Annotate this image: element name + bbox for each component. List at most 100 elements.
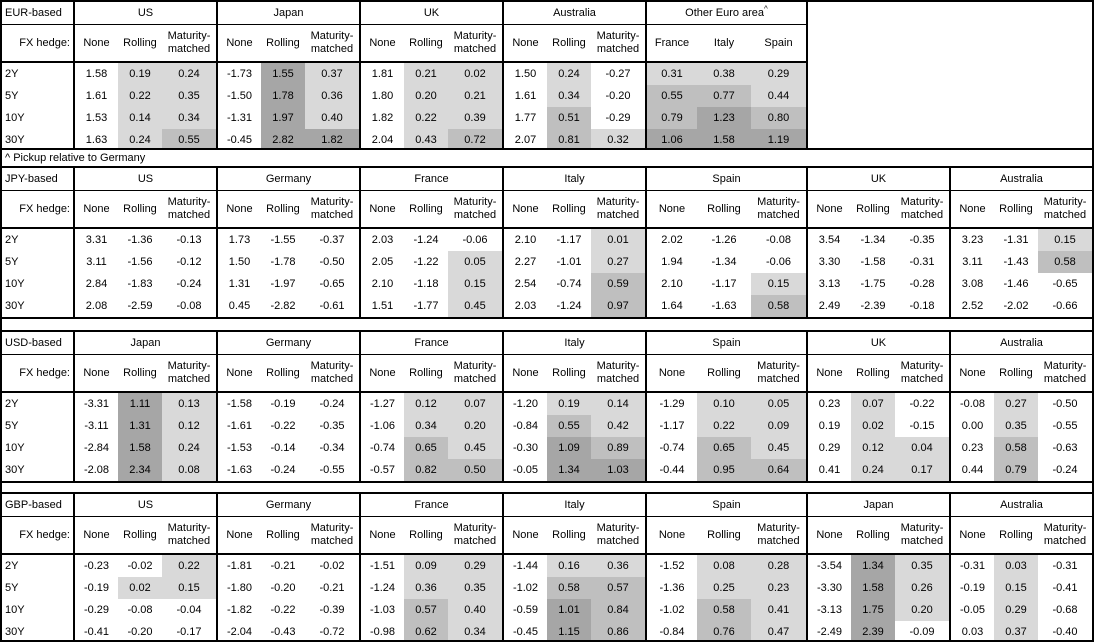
value-cell: 1.34	[851, 554, 895, 577]
hedge-type-header-cell: Rolling	[994, 190, 1038, 229]
value-cell: -0.24	[261, 459, 305, 482]
hedge-type-header-cell: None	[645, 354, 697, 393]
country-column-header-cell: France	[645, 24, 697, 63]
value-cell: 0.51	[547, 107, 591, 129]
hedge-type-header-cell: Rolling	[118, 516, 162, 555]
value-cell: 0.23	[949, 437, 994, 459]
tenor-label-cell: 2Y	[1, 392, 75, 415]
value-cell: 0.39	[448, 107, 503, 129]
value-cell: 0.40	[448, 599, 503, 621]
value-cell: 0.34	[162, 107, 217, 129]
value-cell: -0.50	[1038, 392, 1093, 415]
value-cell: 0.22	[118, 85, 162, 107]
hedge-type-header-cell: Rolling	[404, 190, 448, 229]
hedge-type-header-cell: None	[359, 516, 404, 555]
value-cell: 3.08	[949, 273, 994, 295]
value-cell: -1.29	[645, 392, 697, 415]
value-cell: 1.01	[547, 599, 591, 621]
value-cell: 2.08	[73, 295, 118, 318]
value-cell: 0.13	[162, 392, 217, 415]
hedge-type-header-cell: Rolling	[118, 190, 162, 229]
hedge-type-header-cell: Rolling	[994, 516, 1038, 555]
sheet-border-right	[1092, 0, 1094, 642]
hedge-type-header-cell: None	[949, 516, 994, 555]
table-jpy-based: JPY-based US Germany France Italy Spain UK Aust…	[0, 166, 1094, 319]
value-cell: 3.30	[806, 251, 851, 273]
value-cell: -1.44	[502, 554, 547, 577]
value-cell: 0.20	[404, 85, 448, 107]
value-cell: 1.73	[216, 228, 261, 251]
value-cell: 0.65	[697, 437, 751, 459]
country-header-cell: Japan	[216, 1, 360, 25]
value-cell: 1.19	[751, 129, 807, 152]
value-cell: -2.82	[261, 295, 305, 318]
value-cell: -0.84	[502, 415, 547, 437]
value-cell: 2.49	[806, 295, 851, 318]
hedge-type-header-cell: Rolling	[547, 516, 591, 555]
value-cell: 0.72	[448, 129, 503, 152]
value-cell: -1.55	[261, 228, 305, 251]
value-cell: 1.51	[359, 295, 404, 318]
value-cell: 2.82	[261, 129, 305, 152]
table-grid: EUR-based US Japan UK Australia Other Euro ar…	[0, 0, 808, 153]
value-cell: -0.08	[162, 295, 217, 318]
value-cell: 0.14	[118, 107, 162, 129]
value-cell: 0.15	[1038, 228, 1093, 251]
value-cell: 1.81	[359, 62, 404, 85]
value-cell: -0.50	[305, 251, 360, 273]
country-header-cell: UK	[359, 1, 503, 25]
value-cell: -1.78	[261, 251, 305, 273]
fx-hedge-label-cell: FX hedge:	[1, 190, 75, 229]
value-cell: 0.40	[305, 107, 360, 129]
value-cell: 0.15	[162, 577, 217, 599]
sheet-border-bottom	[0, 640, 1094, 642]
value-cell: 1.09	[547, 437, 591, 459]
value-cell: -0.13	[162, 228, 217, 251]
value-cell: -0.84	[645, 621, 697, 642]
value-cell: -0.23	[73, 554, 118, 577]
value-cell: 0.08	[697, 554, 751, 577]
hedge-type-header-cell: None	[359, 354, 404, 393]
value-cell: 1.58	[118, 437, 162, 459]
value-cell: 0.97	[591, 295, 646, 318]
country-header-cell: Australia	[502, 1, 646, 25]
value-cell: 1.55	[261, 62, 305, 85]
value-cell: 2.34	[118, 459, 162, 482]
value-cell: 1.82	[305, 129, 360, 152]
value-cell: -1.82	[216, 599, 261, 621]
hedge-type-header-cell: Rolling	[697, 516, 751, 555]
value-cell: -1.50	[216, 85, 261, 107]
value-cell: 0.22	[697, 415, 751, 437]
value-cell: 0.21	[448, 85, 503, 107]
value-cell: -0.74	[547, 273, 591, 295]
value-cell: -0.55	[305, 459, 360, 482]
value-cell: 0.10	[697, 392, 751, 415]
value-cell: -0.29	[73, 599, 118, 621]
hedge-type-header-cell: None	[73, 24, 118, 63]
value-cell: -1.36	[645, 577, 697, 599]
value-cell: 2.39	[851, 621, 895, 642]
value-cell: -1.03	[359, 599, 404, 621]
hedge-type-header-cell: Rolling	[261, 354, 305, 393]
country-header-cell: Germany	[216, 167, 360, 191]
value-cell: 0.23	[806, 392, 851, 415]
country-header-cell: Other Euro area^	[645, 1, 807, 25]
value-cell: -1.52	[645, 554, 697, 577]
value-cell: 0.36	[305, 85, 360, 107]
value-cell: -1.81	[216, 554, 261, 577]
value-cell: -0.41	[1038, 577, 1093, 599]
value-cell: -0.20	[591, 85, 646, 107]
value-cell: 0.22	[404, 107, 448, 129]
value-cell: 0.19	[806, 415, 851, 437]
hedge-type-header-cell: Maturity-matched	[1038, 190, 1093, 229]
hedge-type-header-cell: None	[359, 190, 404, 229]
value-cell: 0.34	[448, 621, 503, 642]
value-cell: 0.17	[895, 459, 950, 482]
value-cell: -0.22	[895, 392, 950, 415]
value-cell: 0.37	[994, 621, 1038, 642]
value-cell: -0.31	[895, 251, 950, 273]
value-cell: -0.24	[162, 273, 217, 295]
value-cell: -0.35	[305, 415, 360, 437]
value-cell: -1.63	[216, 459, 261, 482]
value-cell: 0.24	[162, 437, 217, 459]
